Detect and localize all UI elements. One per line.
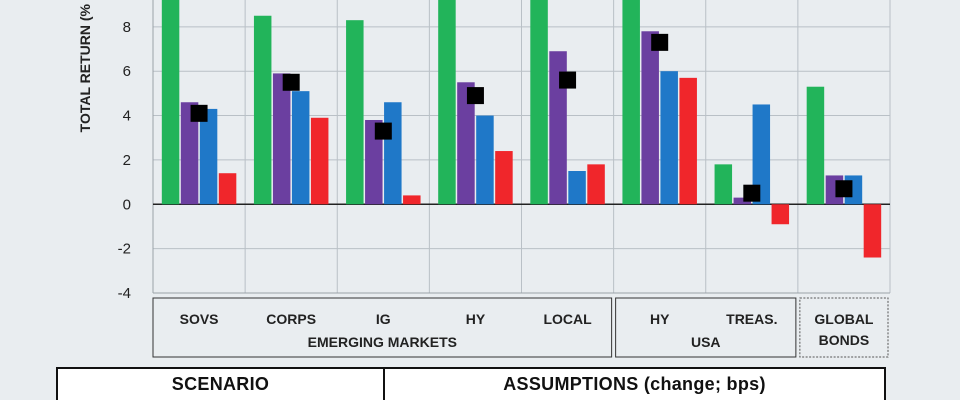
y-tick-label: 4 [123,108,131,125]
marker [743,184,761,202]
category-axis: EMERGING MARKETS USA SOVS CORPS IG HY LOCAL HY T… [152,297,889,358]
category-group-box [799,297,889,358]
y-tick-label: -2 [118,241,131,258]
bar [384,102,402,205]
category-group-box [152,297,613,358]
bar [346,20,364,205]
bar [622,0,640,205]
category-label: CORPS [266,311,316,327]
bar [549,51,567,205]
bar [752,104,771,205]
assumptions-header: ASSUMPTIONS (change; bps) [503,374,766,394]
y-tick-label: 0 [123,196,131,213]
y-axis: -4 -2 0 2 4 6 8 TOTAL RETURN (% [77,3,131,302]
category-label: TREAS. [726,311,777,327]
bar [587,164,605,205]
bars [161,0,882,258]
grid [152,0,891,294]
bar [253,15,272,205]
bar [771,204,790,225]
bar [679,77,697,205]
bar [476,115,494,205]
marker [374,122,392,140]
bar [863,204,882,258]
marker [559,71,577,89]
scenario-table: SCENARIO ASSUMPTIONS (change; bps) [56,367,886,400]
category-label: IG [376,311,391,327]
marker [651,33,669,51]
y-tick-label: 6 [123,63,131,80]
bar [310,117,329,205]
y-tick-label: 8 [123,19,131,36]
bar [806,86,825,205]
category-label: BONDS [819,332,870,348]
markers [190,33,853,202]
category-label: HY [650,311,670,327]
bar [457,82,475,205]
category-group-box [615,297,797,358]
bar [660,71,678,205]
bar [733,197,752,205]
bar [218,173,237,205]
bar [495,151,513,205]
category-label: SOVS [180,311,219,327]
marker [835,180,853,198]
marker [282,73,300,91]
y-tick-label: -4 [118,285,131,302]
bar [199,108,218,205]
y-axis-label: TOTAL RETURN (% [77,3,93,132]
y-tick-label: 2 [123,152,131,169]
total-return-chart: -4 -2 0 2 4 6 8 TOTAL RETURN (% EMERGING MARKET… [77,0,891,358]
marker [466,87,484,105]
category-label: GLOBAL [814,311,874,327]
bar [161,0,180,205]
group-label: EMERGING MARKETS [308,334,457,350]
bar [530,0,548,205]
bar [568,171,586,205]
scenario-header: SCENARIO [58,369,385,400]
bar [365,119,383,205]
bar [291,91,310,205]
bar [714,164,733,205]
bar [272,73,291,205]
category-label: LOCAL [543,311,592,327]
bar [438,0,456,205]
bar [180,102,199,205]
marker [190,104,208,122]
category-label: HY [466,311,486,327]
bar [641,31,659,205]
bar [403,195,421,205]
group-label: USA [691,334,721,350]
